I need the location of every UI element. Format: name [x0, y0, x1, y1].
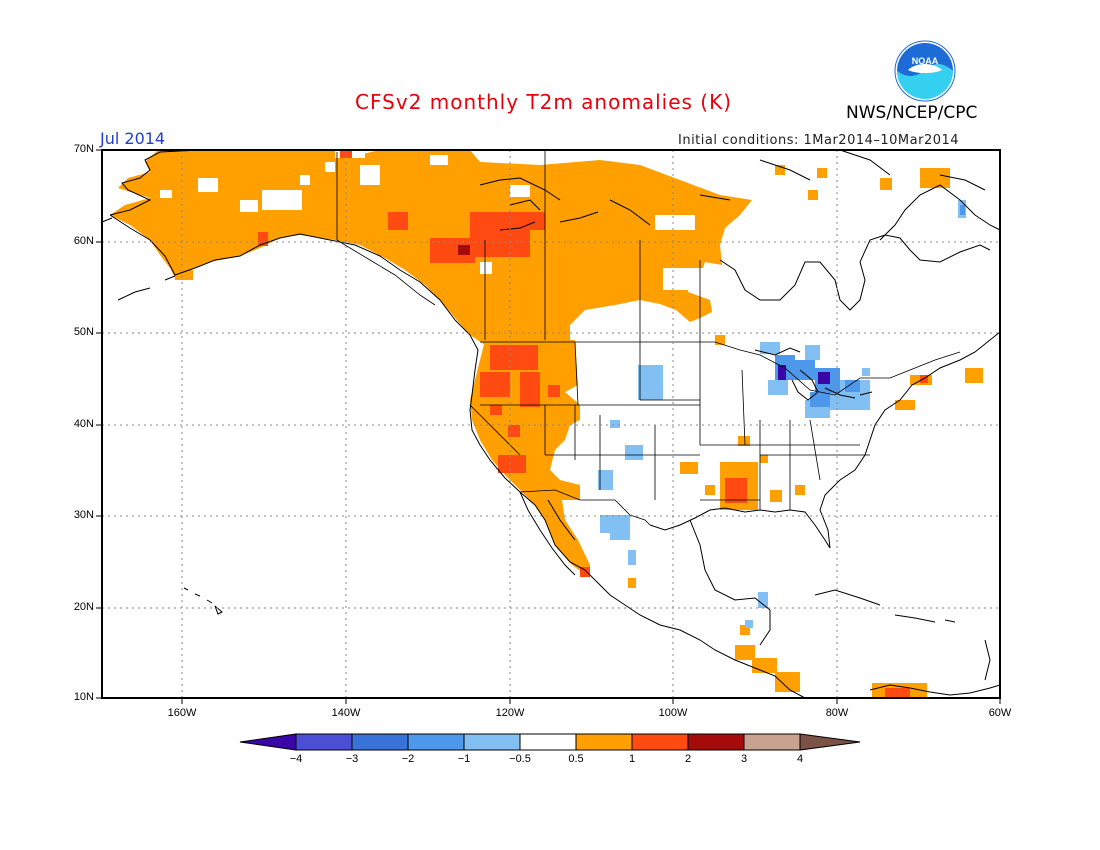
hudson-bay	[719, 234, 991, 311]
pacific-northwest-coast	[454, 319, 596, 581]
lat-label-60n: 60N	[73, 235, 94, 247]
us-mexico-border	[519, 489, 651, 526]
neutral-patches-north	[160, 150, 713, 290]
moderate-cool-anomaly-patches	[775, 205, 965, 407]
alaska-canada-border	[336, 152, 436, 306]
lat-label-70n: 70N	[73, 143, 94, 155]
lat-label-30n: 30N	[73, 509, 94, 521]
lon-label-60w: 60W	[988, 707, 1012, 719]
chart-title: CFSv2 monthly T2m anomalies (K)	[355, 90, 732, 114]
lat-label-40n: 40N	[73, 418, 94, 430]
lon-label-120w: 120W	[495, 707, 525, 719]
colorbar-label-neg4: −4	[289, 753, 303, 765]
us-state-lines	[469, 341, 870, 510]
colorbar-swatch-neutral	[519, 733, 577, 751]
great-lakes	[754, 347, 873, 401]
forecast-month: Jul 2014	[100, 129, 166, 148]
us-canada-border	[480, 341, 961, 396]
canada-province-lines	[484, 150, 701, 342]
political-borders	[336, 150, 961, 526]
colorbar-label-neg2: −2	[401, 753, 415, 765]
axis-ticks	[96, 149, 1001, 704]
strongest-warm-anomaly-core	[458, 245, 470, 255]
lat-label-10n: 10N	[73, 691, 94, 703]
colorbar-swatch-neg3-neg2	[351, 733, 409, 751]
lon-label-100w: 100W	[658, 707, 688, 719]
colorbar-swatch-05-1	[575, 733, 633, 751]
colorbar-swatch-2-3	[687, 733, 745, 751]
baja-california	[519, 491, 576, 576]
strong-warm-anomaly-cores	[258, 150, 928, 698]
lon-label-140w: 140W	[331, 707, 361, 719]
colorbar-swatch-3-4	[743, 733, 801, 751]
hawaii	[183, 587, 223, 615]
colorbar-label-neg05: −0.5	[509, 753, 531, 765]
gulf-coast-us	[649, 331, 1001, 549]
colorbar-label-neg3: −3	[345, 753, 359, 765]
colorbar-label-05: 0.5	[568, 753, 584, 765]
labrador-coast	[879, 184, 1001, 241]
colorbar-swatch-above-4	[799, 733, 861, 751]
aleutians	[101, 217, 176, 301]
colorbar-label-3: 3	[740, 753, 748, 765]
cool-anomaly-patches	[598, 200, 966, 628]
lat-label-50n: 50N	[73, 326, 94, 338]
colorbar-label-1: 1	[628, 753, 636, 765]
lat-label-20n: 20N	[73, 601, 94, 613]
arctic-islands	[479, 149, 986, 226]
colorbar-swatch-neg1-neg05	[463, 733, 521, 751]
colorbar-swatch-neg4-neg3	[295, 733, 353, 751]
cuba-caribbean	[814, 589, 991, 681]
anomaly-field	[110, 150, 983, 698]
colorbar-swatch-below-neg4	[239, 733, 297, 751]
initial-conditions: Initial conditions: 1Mar2014–10Mar2014	[678, 133, 960, 148]
mexico-gulf-coast	[594, 519, 806, 699]
colorbar	[239, 733, 861, 751]
coastlines	[101, 149, 1001, 699]
map-frame	[101, 149, 1001, 699]
logo-text: NOAA	[912, 56, 939, 66]
warm-anomaly-region-west-us	[470, 340, 590, 578]
agency-label: NWS/NCEP/CPC	[846, 103, 978, 123]
colorbar-label-2: 2	[684, 753, 692, 765]
lon-label-160w: 160W	[167, 707, 197, 719]
strong-cool-anomaly-core	[778, 365, 830, 384]
noaa-logo: NOAA	[894, 40, 956, 102]
south-america-coast	[869, 684, 1001, 696]
great-slave-bear-lakes	[499, 199, 599, 231]
colorbar-swatch-neg2-neg1	[407, 733, 465, 751]
colorbar-label-neg1: −1	[457, 753, 471, 765]
lon-label-80w: 80W	[825, 707, 849, 719]
colorbar-swatch-1-2	[631, 733, 689, 751]
colorbar-label-4: 4	[796, 753, 804, 765]
graticule	[102, 150, 1000, 698]
